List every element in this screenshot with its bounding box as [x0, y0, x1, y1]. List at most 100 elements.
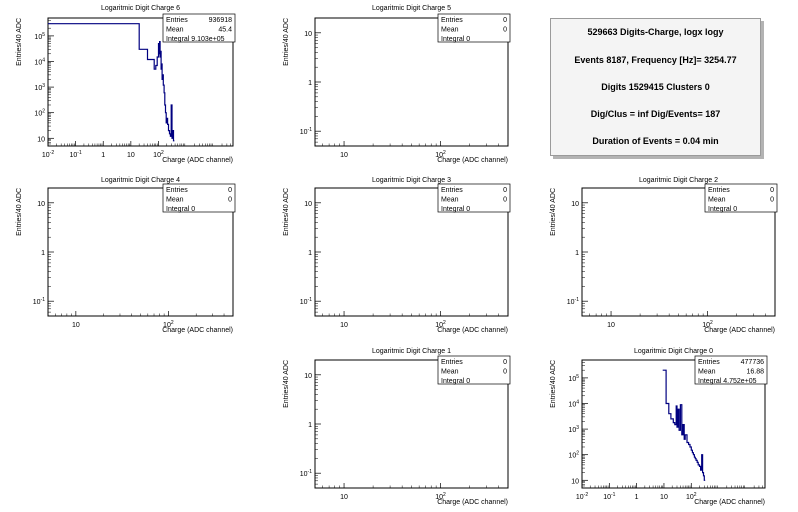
y-tick-label: 10-1 [300, 127, 312, 136]
stats-label: Entries [441, 187, 463, 194]
x-axis-label: Charge (ADC channel) [704, 327, 775, 334]
stats-label: Mean [698, 369, 716, 376]
y-axis-label: Entries/40 ADC [283, 188, 290, 236]
stats-box: Entries 0 Mean 0 Integral 0 [437, 13, 511, 43]
histogram-panel: Logaritmic Digit Charge 1 10 102 10-1 1 10 Cha… [283, 348, 511, 506]
histogram-line [48, 23, 175, 142]
y-tick-label: 10 [304, 31, 312, 38]
stats-value: 16.88 [746, 369, 764, 376]
histogram-title: Logaritmic Digit Charge 3 [372, 177, 451, 184]
y-tick-label: 10 [37, 201, 45, 208]
histogram-title: Logaritmic Digit Charge 5 [372, 5, 451, 12]
y-tick-label: 104 [34, 57, 45, 66]
stats-label: Entries [441, 17, 463, 24]
histogram-title: Logaritmic Digit Charge 2 [639, 177, 718, 184]
x-tick-label: 102 [163, 320, 174, 329]
y-tick-label: 102 [568, 451, 579, 460]
stats-label: Entries [166, 187, 188, 194]
x-tick-label: 10 [340, 152, 348, 159]
info-line-events: Events 8187, Frequency [Hz]= 3254.77 [574, 55, 737, 65]
stats-label: Mean [166, 27, 184, 34]
stats-value: 936918 [209, 17, 232, 24]
x-tick-label: 102 [702, 320, 713, 329]
stats-box-frame [437, 355, 511, 385]
stats-label: Integral 0 [441, 206, 470, 213]
histogram-title: Logaritmic Digit Charge 0 [634, 348, 713, 355]
y-tick-label: 103 [34, 83, 45, 92]
run-info-panel: 529663 Digits-Charge, logx logy Events 8… [550, 18, 761, 156]
y-tick-label: 10-1 [567, 297, 579, 306]
stats-box-frame [162, 13, 236, 43]
y-tick-label: 10 [571, 201, 579, 208]
y-tick-label: 10-1 [33, 297, 45, 306]
stats-box-frame [437, 13, 511, 43]
y-tick-label: 102 [34, 109, 45, 118]
y-axis-label: Entries/40 ADC [550, 360, 557, 408]
histogram-panel: Logaritmic Digit Charge 6 10-2 10-1 1 10 102 1… [16, 5, 236, 164]
x-tick-label: 102 [435, 320, 446, 329]
stats-label: Integral 0 [166, 206, 195, 213]
stats-label: Integral 0 [441, 378, 470, 385]
y-tick-label: 10 [304, 373, 312, 380]
stats-label: Entries [708, 187, 730, 194]
stats-label: Entries [166, 17, 188, 24]
stats-value: 477736 [741, 359, 764, 366]
x-tick-label: 10 [607, 322, 615, 329]
stats-box: Entries 0 Mean 0 Integral 0 [704, 183, 778, 213]
x-axis-label: Charge (ADC channel) [162, 157, 233, 164]
x-tick-label: 1 [635, 494, 639, 501]
y-tick-label: 1 [308, 250, 312, 257]
x-axis-label: Charge (ADC channel) [437, 157, 508, 164]
histogram-title: Logaritmic Digit Charge 6 [101, 5, 180, 12]
y-axis-label: Entries/40 ADC [283, 360, 290, 408]
stats-box-frame [704, 183, 778, 213]
stats-label: Integral 4.752e+05 [698, 378, 757, 385]
x-tick-label: 102 [435, 492, 446, 501]
info-line-digits: Digits 1529415 Clusters 0 [601, 82, 710, 92]
x-tick-label: 102 [435, 150, 446, 159]
y-tick-label: 1 [308, 422, 312, 429]
histogram-panel: Logaritmic Digit Charge 5 10 102 10-1 1 10 Cha… [283, 5, 511, 164]
y-tick-label: 10 [571, 478, 579, 485]
y-tick-label: 10-1 [300, 469, 312, 478]
stats-label: Integral 0 [708, 206, 737, 213]
stats-box: Entries 0 Mean 0 Integral 0 [162, 183, 236, 213]
y-axis-label: Entries/40 ADC [16, 18, 23, 66]
y-tick-label: 10 [304, 201, 312, 208]
y-axis-label: Entries/40 ADC [550, 188, 557, 236]
y-tick-label: 104 [568, 399, 579, 408]
x-axis-label: Charge (ADC channel) [162, 327, 233, 334]
stats-value: 0 [503, 27, 507, 34]
stats-value: 0 [503, 187, 507, 194]
x-axis-label: Charge (ADC channel) [437, 499, 508, 506]
y-tick-label: 10-1 [300, 297, 312, 306]
stats-value: 0 [503, 17, 507, 24]
stats-value: 45.4 [218, 27, 232, 34]
x-tick-label: 10-2 [576, 492, 588, 501]
stats-value: 0 [770, 197, 774, 204]
y-tick-label: 1 [308, 80, 312, 87]
plot-frame [581, 359, 766, 489]
stats-box: Entries 477736 Mean 16.88 Integral 4.752e+05 [694, 355, 768, 385]
stats-label: Mean [708, 197, 726, 204]
stats-label: Mean [441, 369, 459, 376]
stats-box-frame [437, 183, 511, 213]
stats-label: Mean [441, 197, 459, 204]
stats-box-frame [694, 355, 768, 385]
info-line-title: 529663 Digits-Charge, logx logy [587, 27, 724, 37]
stats-label: Mean [441, 27, 459, 34]
x-tick-label: 10 [340, 494, 348, 501]
info-line-duration: Duration of Events = 0.04 min [592, 136, 719, 146]
stats-box-frame [162, 183, 236, 213]
x-tick-label: 10 [127, 152, 135, 159]
y-tick-label: 105 [568, 374, 579, 383]
stats-value: 0 [770, 187, 774, 194]
stats-box: Entries 936918 Mean 45.4 Integral 9.103e+05 [162, 13, 236, 43]
stats-value: 0 [503, 359, 507, 366]
histogram-panel: Logaritmic Digit Charge 0 10-2 10-1 1 10 102 1… [550, 348, 768, 506]
x-tick-label: 102 [153, 150, 164, 159]
x-tick-label: 10-2 [42, 150, 54, 159]
stats-label: Entries [441, 359, 463, 366]
stats-value: 0 [228, 187, 232, 194]
